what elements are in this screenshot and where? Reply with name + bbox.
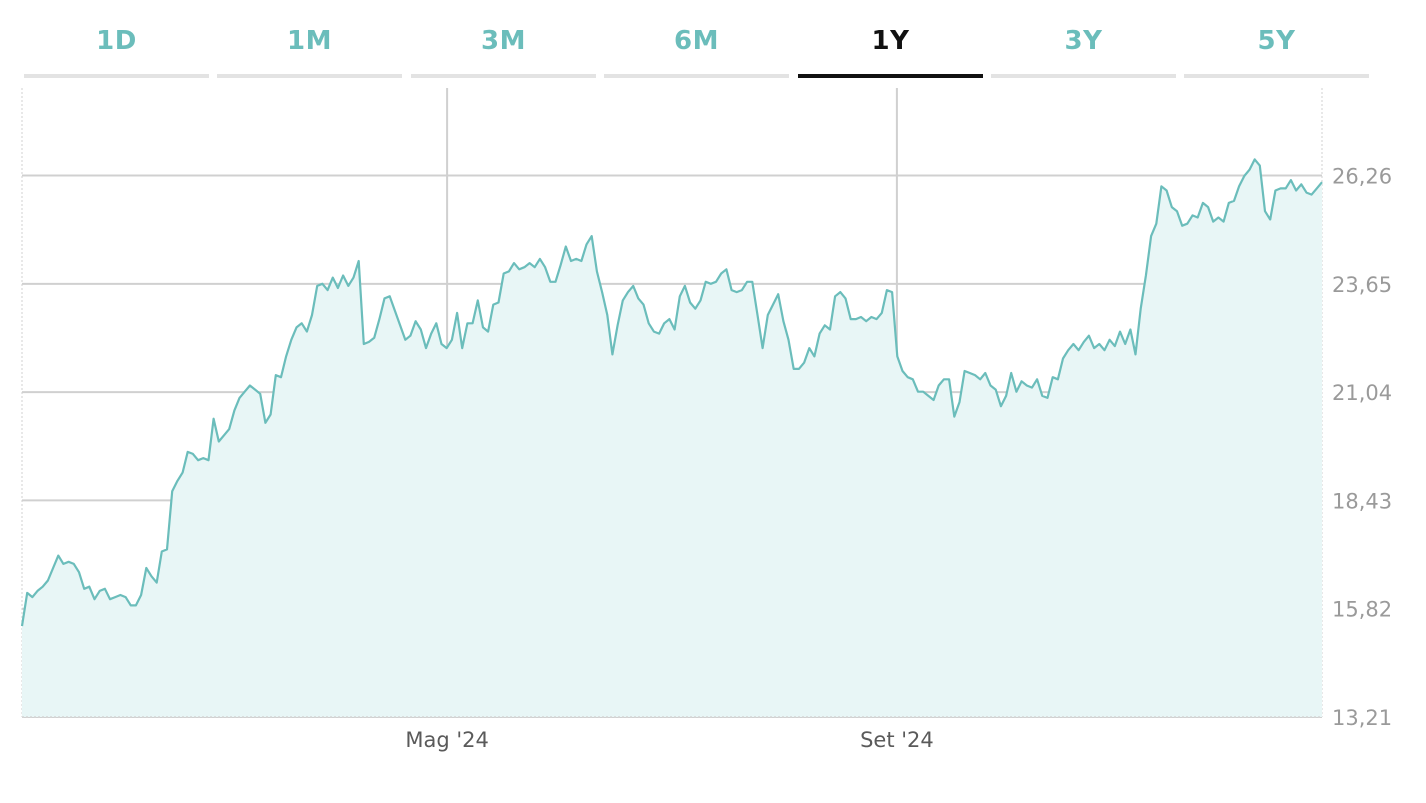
y-tick-label: 13,21 <box>1332 706 1392 730</box>
y-tick-label: 26,26 <box>1332 165 1392 189</box>
y-tick-label: 23,65 <box>1332 273 1392 297</box>
tab-3y[interactable]: 3Y <box>991 0 1176 78</box>
y-tick-label: 21,04 <box>1332 381 1392 405</box>
tab-label: 1Y <box>871 26 910 56</box>
tab-underline <box>1184 74 1369 78</box>
tab-label: 1M <box>287 26 332 56</box>
x-tick-label: Set '24 <box>860 728 934 752</box>
tab-underline <box>604 74 789 78</box>
tab-underline <box>798 74 983 78</box>
tab-label: 6M <box>674 26 719 56</box>
y-tick-label: 18,43 <box>1332 489 1392 513</box>
tab-underline <box>411 74 596 78</box>
series-line <box>20 158 1323 627</box>
tab-label: 3M <box>481 26 526 56</box>
y-tick-label: 15,82 <box>1332 598 1392 622</box>
tab-underline <box>217 74 402 78</box>
tab-underline <box>991 74 1176 78</box>
tab-1y[interactable]: 1Y <box>798 0 983 78</box>
tab-label: 3Y <box>1064 26 1103 56</box>
tab-5y[interactable]: 5Y <box>1184 0 1369 78</box>
tab-6m[interactable]: 6M <box>604 0 789 78</box>
tab-1m[interactable]: 1M <box>217 0 402 78</box>
x-tick-label: Mag '24 <box>405 728 489 752</box>
timeframe-tabs: 1D 1M 3M 6M 1Y 3Y 5Y <box>24 0 1378 78</box>
tab-label: 5Y <box>1257 26 1296 56</box>
tab-3m[interactable]: 3M <box>411 0 596 78</box>
series-area <box>22 159 1322 717</box>
tab-label: 1D <box>96 26 137 56</box>
tab-underline <box>24 74 209 78</box>
tab-1d[interactable]: 1D <box>24 0 209 78</box>
